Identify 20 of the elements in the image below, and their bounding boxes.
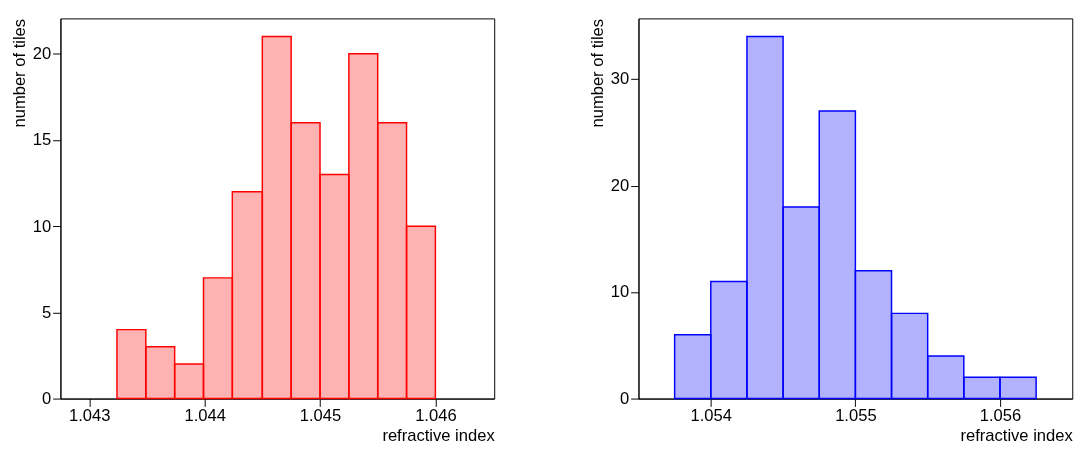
- x-axis-title: refractive index: [960, 425, 1074, 445]
- y-tick-label: 0: [41, 388, 52, 408]
- y-tick-label: 10: [32, 216, 52, 236]
- x-tick-label: 1.045: [299, 406, 342, 426]
- y-tick-label: 20: [610, 175, 630, 195]
- x-tick-label: 1.046: [415, 406, 457, 426]
- x-tick-label: 1.043: [69, 406, 111, 426]
- y-axis-title: number of tiles: [588, 18, 607, 128]
- y-tick-label: 10: [610, 282, 630, 302]
- y-axis-title: number of tiles: [9, 18, 29, 128]
- y-tick-label: 30: [610, 69, 630, 89]
- x-tick-label: 1.044: [184, 406, 226, 426]
- y-tick-label: 5: [41, 302, 52, 322]
- y-tick-label: 0: [620, 388, 630, 408]
- y-tick-label: 20: [32, 44, 52, 64]
- y-tick-label: 15: [32, 130, 52, 150]
- x-tick-label: 1.056: [979, 406, 1022, 426]
- x-tick-label: 1.054: [690, 406, 732, 426]
- x-tick-label: 1.055: [835, 406, 877, 426]
- x-axis-title: refractive index: [382, 425, 496, 445]
